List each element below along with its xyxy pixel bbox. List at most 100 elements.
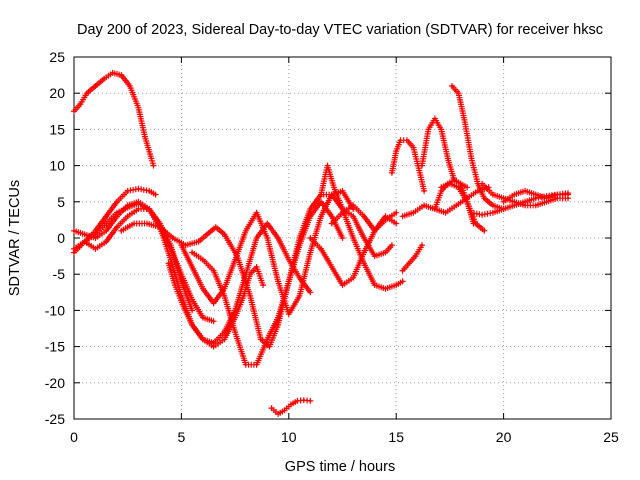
data-point — [309, 399, 312, 403]
data-point — [433, 117, 437, 120]
data-point — [94, 229, 97, 232]
data-point — [395, 222, 398, 225]
data-point — [72, 247, 76, 251]
data-point — [302, 398, 306, 402]
data-point — [223, 338, 226, 341]
data-point — [72, 110, 76, 113]
data-point — [182, 305, 185, 308]
series-arc-16 — [388, 137, 428, 194]
data-point — [205, 233, 209, 236]
data-point — [276, 316, 280, 319]
data-point — [491, 193, 495, 196]
data-point — [534, 204, 538, 207]
data-point — [465, 200, 469, 203]
data-point — [158, 225, 162, 229]
data-point — [128, 84, 132, 88]
data-point — [276, 236, 280, 240]
data-point — [455, 204, 458, 207]
data-point — [330, 222, 333, 225]
y-tick-label: 5 — [57, 194, 65, 210]
data-point — [201, 258, 205, 261]
data-point — [422, 204, 426, 207]
data-point — [556, 193, 559, 196]
data-point — [255, 211, 258, 214]
series-arc-10 — [268, 397, 314, 417]
series-arc-9 — [189, 198, 346, 368]
data-point — [94, 84, 97, 88]
data-point — [319, 215, 323, 218]
data-point — [440, 189, 443, 193]
data-point — [341, 211, 344, 214]
data-point — [298, 294, 301, 298]
data-point — [126, 189, 129, 193]
data-point — [190, 251, 194, 254]
y-tick-label: -15 — [45, 339, 65, 355]
data-point — [457, 186, 460, 189]
data-point — [255, 265, 258, 269]
data-point — [137, 106, 140, 109]
data-point — [362, 236, 366, 240]
chart-title: Day 200 of 2023, Sidereal Day-to-day VTE… — [77, 22, 603, 38]
data-point — [180, 244, 183, 247]
data-point — [287, 312, 290, 316]
data-point — [483, 229, 486, 232]
data-point — [450, 84, 454, 88]
data-point — [248, 294, 252, 298]
data-point — [154, 193, 157, 196]
data-point — [233, 330, 237, 334]
series-arc-20 — [438, 180, 488, 234]
data-point — [399, 139, 402, 142]
data-point — [422, 189, 426, 193]
data-point — [180, 280, 183, 283]
data-point — [266, 236, 269, 240]
data-point — [319, 200, 323, 203]
data-point — [276, 280, 280, 283]
data-point — [212, 320, 215, 323]
data-point — [463, 120, 467, 124]
data-point — [362, 262, 366, 265]
series-markers — [71, 198, 217, 325]
data-point — [105, 229, 108, 232]
data-point — [94, 247, 97, 251]
data-point — [373, 229, 376, 232]
data-point — [433, 207, 437, 211]
data-point — [502, 196, 505, 200]
x-tick-label: 0 — [70, 429, 78, 445]
data-point — [319, 193, 323, 196]
x-tick-label: 5 — [178, 429, 186, 445]
data-point — [201, 287, 205, 290]
data-point — [147, 189, 151, 193]
data-point — [289, 403, 293, 406]
y-tick-label: 25 — [49, 49, 65, 65]
data-point — [330, 215, 333, 218]
data-point — [566, 196, 570, 200]
data-point — [502, 200, 505, 203]
data-point — [491, 211, 495, 214]
data-point — [173, 283, 177, 287]
data-point — [545, 200, 548, 203]
series-markers — [71, 69, 157, 169]
data-point — [566, 191, 570, 195]
data-point — [120, 73, 123, 77]
data-point — [341, 189, 344, 193]
data-point — [384, 287, 387, 290]
data-point — [115, 211, 119, 214]
y-tick-label: -20 — [45, 375, 65, 391]
data-point — [395, 149, 398, 153]
x-tick-label: 15 — [388, 429, 404, 445]
data-point — [184, 244, 187, 247]
axes: 0 5 10 15 20 25 -25 -20 -15 -10 -5 0 5 10 15 20 25 — [45, 49, 619, 445]
data-point — [145, 222, 149, 225]
data-point — [298, 276, 301, 280]
data-point — [296, 399, 299, 403]
series-arc-13 — [328, 202, 400, 234]
data-point — [137, 187, 140, 190]
data-point — [167, 262, 170, 265]
data-point — [513, 204, 516, 207]
data-point — [197, 240, 200, 243]
data-point — [105, 222, 108, 225]
series-arc-3 — [71, 198, 217, 325]
data-point — [319, 247, 323, 251]
series-arc-15 — [399, 242, 425, 274]
